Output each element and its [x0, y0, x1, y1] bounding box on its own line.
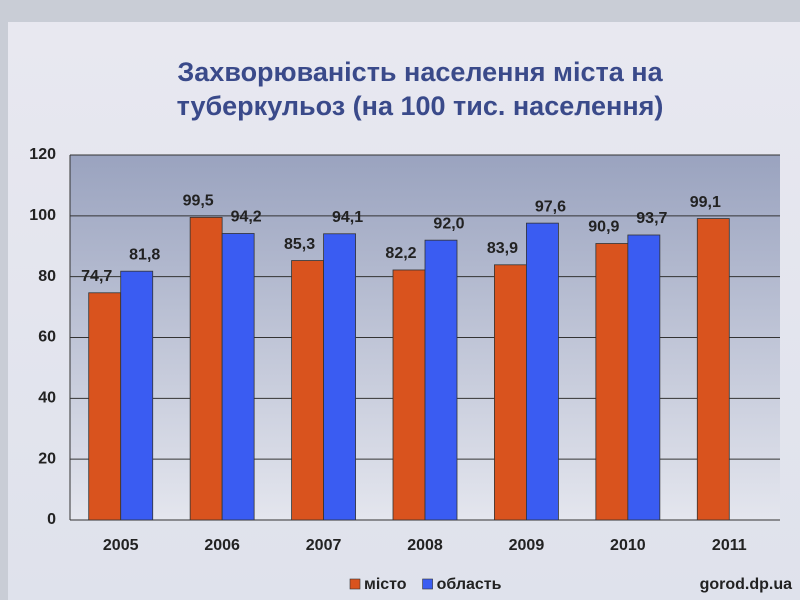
x-tick-label: 2008 — [407, 537, 443, 554]
legend-label: область — [437, 576, 502, 593]
y-tick-label: 80 — [38, 268, 56, 285]
bar — [221, 233, 255, 521]
y-tick-label: 40 — [38, 390, 56, 407]
value-label: 94,2 — [231, 209, 262, 226]
x-tick-label: 2005 — [103, 537, 139, 554]
bar — [494, 264, 527, 521]
value-label: 82,2 — [385, 245, 416, 262]
value-label: 74,7 — [81, 268, 112, 285]
y-tick-label: 100 — [29, 207, 56, 224]
legend-swatch — [349, 578, 361, 590]
x-tick-label: 2006 — [204, 537, 240, 554]
bar — [189, 216, 223, 521]
value-label: 90,9 — [588, 219, 619, 236]
x-tick-label: 2010 — [610, 537, 646, 554]
y-tick-label: 20 — [38, 450, 56, 467]
bar — [595, 243, 629, 521]
value-label: 94,1 — [332, 209, 363, 226]
chart-title: Захворюваність населення міста на туберк… — [176, 57, 664, 121]
legend-label: місто — [364, 576, 407, 593]
bar — [627, 234, 661, 521]
x-tick-label: 2011 — [712, 537, 747, 554]
y-tick-label: 0 — [47, 511, 56, 528]
y-tick-label: 120 — [29, 146, 56, 163]
legend-swatch — [422, 578, 433, 590]
bar — [88, 292, 122, 521]
bar — [323, 233, 356, 521]
bar — [526, 222, 559, 521]
bar — [120, 270, 154, 521]
bar — [392, 269, 426, 521]
x-tick-label: 2009 — [509, 537, 545, 554]
bar — [696, 218, 730, 521]
watermark: gorod.dp.ua — [700, 576, 793, 593]
value-label: 81,8 — [129, 246, 160, 263]
value-label: 97,6 — [535, 198, 566, 215]
bar — [291, 260, 324, 521]
value-label: 99,1 — [690, 194, 721, 211]
value-label: 85,3 — [284, 236, 315, 253]
bar — [424, 239, 458, 521]
value-label: 99,5 — [183, 193, 214, 210]
x-tick-label: 2007 — [306, 537, 342, 554]
value-label: 93,7 — [636, 210, 667, 227]
value-label: 92,0 — [433, 215, 464, 232]
value-label: 83,9 — [487, 240, 518, 257]
y-tick-label: 60 — [38, 329, 56, 346]
